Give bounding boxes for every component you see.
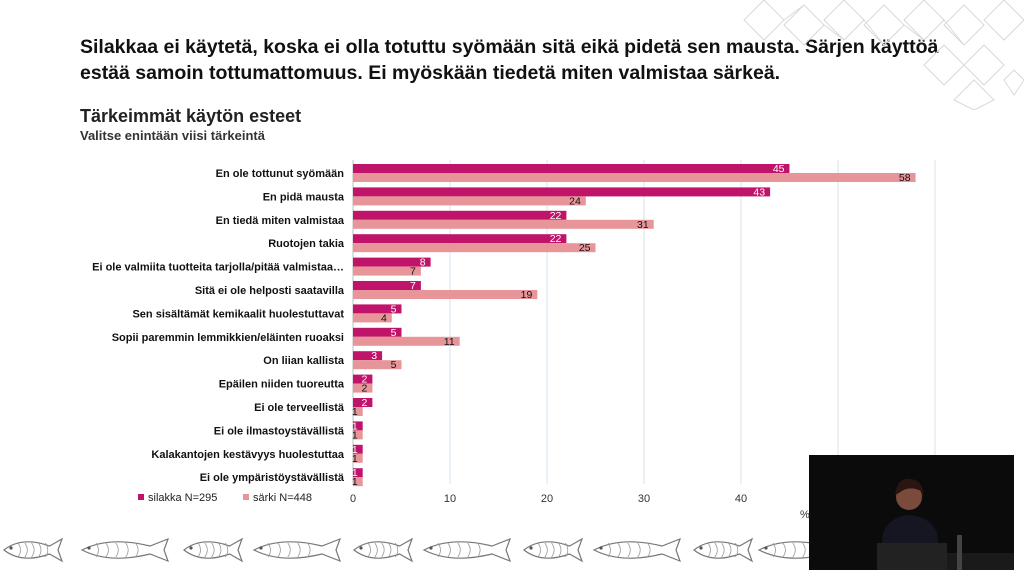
data-label-silakka: 1 — [352, 420, 358, 432]
data-label-sarki: 5 — [391, 359, 397, 371]
bar-silakka — [353, 351, 383, 361]
data-label-sarki: 7 — [410, 266, 416, 278]
bar-silakka — [353, 421, 363, 431]
bar-silakka — [353, 468, 363, 478]
data-label-silakka: 22 — [550, 210, 562, 222]
bar-sarki — [353, 313, 392, 323]
bar-silakka — [353, 281, 421, 290]
fish-icon — [80, 537, 170, 563]
category-label: Ei ole ilmastoystävällistä — [214, 425, 345, 437]
data-label-silakka: 7 — [410, 280, 416, 292]
bar-sarki — [353, 219, 654, 229]
category-label: Kalakantojen kestävyys huolestuttaa — [151, 449, 344, 461]
x-tick-label: 10 — [444, 493, 456, 505]
slide-headline: Silakkaa ei käytetä, koska ei olla totut… — [80, 36, 939, 84]
bar-sarki — [353, 173, 916, 182]
data-label-sarki: 1 — [352, 453, 358, 465]
chart-subtitle: Valitse enintään viisi tärkeintä — [80, 128, 265, 143]
category-label: Sitä ei ole helposti saatavilla — [195, 285, 345, 297]
category-label: En tiedä miten valmistaa — [216, 215, 345, 227]
data-label-sarki: 19 — [521, 289, 533, 301]
fish-icon — [183, 537, 244, 563]
bar-silakka — [353, 444, 363, 454]
data-label-silakka: 5 — [391, 327, 397, 339]
triangle-pattern-decoration — [743, 0, 1024, 110]
bar-sarki — [353, 243, 596, 253]
data-label-sarki: 2 — [362, 383, 368, 395]
data-label-sarki: 58 — [899, 172, 911, 184]
data-label-sarki: 1 — [352, 476, 358, 488]
bar-sarki — [353, 336, 460, 346]
bar-sarki — [353, 266, 421, 276]
fish-icon — [757, 541, 810, 559]
x-tick-label: 30 — [638, 493, 650, 505]
data-label-silakka: 1 — [352, 444, 358, 456]
data-label-sarki: 11 — [444, 336, 455, 348]
data-label-silakka: 45 — [773, 163, 785, 175]
category-label: Sen sisältämät kemikaalit huolestuttavat — [132, 308, 344, 320]
category-label: Epäilen niiden tuoreutta — [219, 379, 345, 391]
bar-sarki — [353, 430, 363, 440]
bar-sarki — [353, 196, 586, 206]
data-label-sarki: 1 — [352, 429, 358, 441]
bar-silakka — [353, 234, 567, 244]
bar-silakka — [353, 398, 373, 407]
legend-label-sarki: särki N=448 — [253, 492, 312, 504]
bar-silakka — [353, 327, 402, 337]
bar-sarki — [353, 360, 402, 370]
data-label-sarki: 1 — [352, 406, 358, 418]
fish-icon — [693, 537, 754, 563]
category-label: En pidä mausta — [263, 191, 345, 203]
category-label: On liian kallista — [263, 355, 345, 367]
presenter-video-overlay — [809, 455, 1014, 570]
bar-sarki — [353, 453, 363, 463]
category-label: En ole tottunut syömään — [216, 168, 345, 180]
data-label-silakka: 22 — [550, 233, 562, 245]
bar-silakka — [353, 257, 431, 267]
data-label-silakka: 43 — [753, 186, 765, 198]
legend-label-silakka: silakka N=295 — [148, 492, 217, 504]
category-label: Ei ole valmiita tuotteita tarjolla/pitää… — [92, 262, 344, 274]
fish-icon — [252, 537, 342, 563]
chart-title: Tärkeimmät käytön esteet — [80, 106, 302, 126]
data-label-silakka: 5 — [391, 303, 397, 315]
data-label-sarki: 4 — [381, 312, 387, 324]
legend-swatch-silakka — [138, 494, 144, 500]
category-label: Ruotojen takia — [268, 238, 345, 250]
data-label-silakka: 3 — [371, 350, 377, 362]
bar-sarki — [353, 383, 373, 393]
data-label-sarki: 24 — [569, 195, 581, 207]
bar-sarki — [353, 407, 363, 416]
fish-illustration-row — [3, 537, 810, 563]
x-tick-label: 40 — [735, 493, 747, 505]
fish-icon — [592, 537, 682, 563]
fish-icon — [523, 537, 584, 563]
data-label-silakka: 2 — [362, 374, 368, 386]
category-label: Ei ole ympäristöystävällistä — [200, 472, 345, 484]
bar-sarki — [353, 477, 363, 487]
data-label-silakka: 8 — [420, 257, 426, 269]
bar-silakka — [353, 187, 771, 197]
presenter-icon — [809, 455, 1014, 570]
bar-silakka — [353, 210, 567, 220]
data-label-silakka: 2 — [362, 397, 368, 409]
category-label: Ei ole terveellistä — [254, 402, 345, 414]
data-label-sarki: 31 — [637, 219, 649, 231]
x-axis-unit-label: % — [800, 509, 810, 521]
bar-silakka — [353, 164, 790, 173]
bar-sarki — [353, 290, 538, 299]
data-label-sarki: 25 — [579, 242, 591, 254]
category-label: Sopii paremmin lemmikkien/eläinten ruoak… — [112, 332, 344, 344]
fish-icon — [422, 537, 512, 563]
x-tick-label: 0 — [350, 493, 356, 505]
legend-swatch-sarki — [243, 494, 249, 500]
bar-silakka — [353, 374, 373, 384]
data-label-silakka: 1 — [352, 467, 358, 479]
fish-icon — [3, 537, 64, 563]
fish-icon — [353, 537, 414, 563]
bar-silakka — [353, 304, 402, 314]
x-tick-label: 20 — [541, 493, 553, 505]
